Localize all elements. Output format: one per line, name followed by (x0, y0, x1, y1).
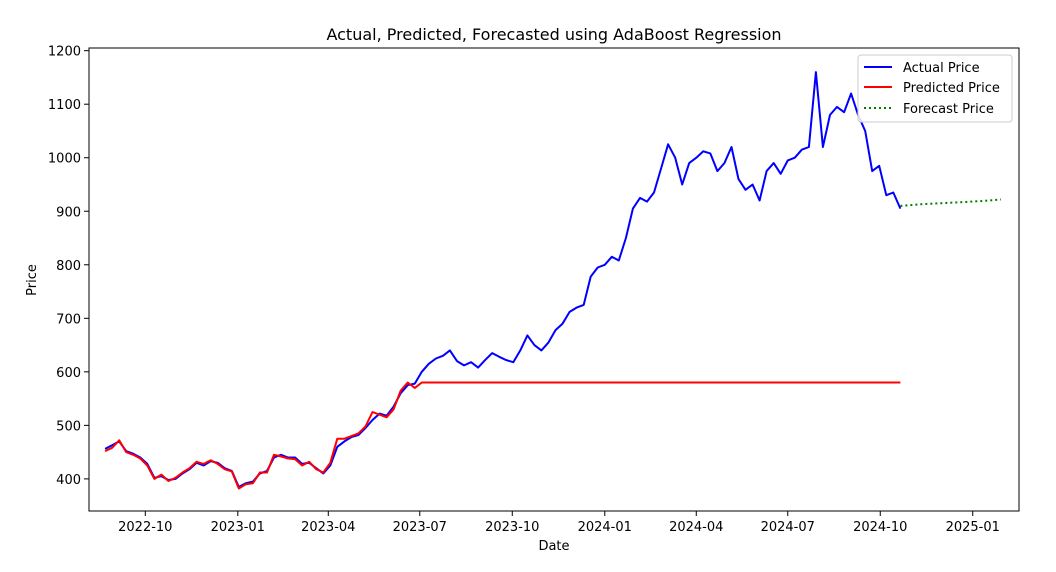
x-tick-label: 2023-10 (485, 520, 539, 535)
y-axis-label: Price (25, 264, 40, 296)
legend-box (857, 54, 1013, 123)
y-tick-label: 700 (56, 312, 81, 327)
plot-area (88, 47, 1020, 512)
y-tick-label: 900 (56, 205, 81, 220)
series-layer (104, 71, 1001, 490)
y-tick-label: 600 (56, 366, 81, 381)
y-tick-label: 800 (56, 259, 81, 274)
series-line-actual-price (104, 71, 902, 488)
x-tick-label: 2023-01 (211, 520, 265, 535)
x-tick-label: 2025-01 (946, 520, 1000, 535)
y-tick-label: 1000 (48, 152, 81, 167)
y-axis: 400 500 600 700 800 900 1000 1100 1200 (48, 45, 89, 488)
legend-label-predicted: Predicted Price (903, 81, 1000, 96)
x-axis: 2022-10 2023-01 2023-04 2023-07 2023-10 2024-… (118, 511, 1000, 535)
y-tick-label: 500 (56, 419, 81, 434)
plot-frame (88, 47, 1020, 512)
series-line-forecast-price (900, 198, 1001, 207)
y-tick-label: 1100 (48, 98, 81, 113)
legend: Actual Price Predicted Price Forecast Pr… (857, 54, 1013, 123)
x-tick-label: 2024-04 (669, 520, 723, 535)
x-tick-label: 2023-07 (393, 520, 447, 535)
x-tick-label: 2024-10 (853, 520, 907, 535)
x-tick-label: 2022-10 (118, 520, 172, 535)
x-axis-label: Date (538, 539, 569, 554)
legend-label-actual: Actual Price (903, 61, 980, 76)
chart-title: Actual, Predicted, Forecasted using AdaB… (326, 25, 781, 44)
y-tick-label: 400 (56, 473, 81, 488)
series-line-predicted-price (104, 381, 901, 490)
legend-label-forecast: Forecast Price (903, 102, 994, 117)
x-tick-label: 2023-04 (301, 520, 355, 535)
x-tick-label: 2024-07 (761, 520, 815, 535)
y-tick-label: 1200 (48, 45, 81, 60)
x-tick-label: 2024-01 (578, 520, 632, 535)
